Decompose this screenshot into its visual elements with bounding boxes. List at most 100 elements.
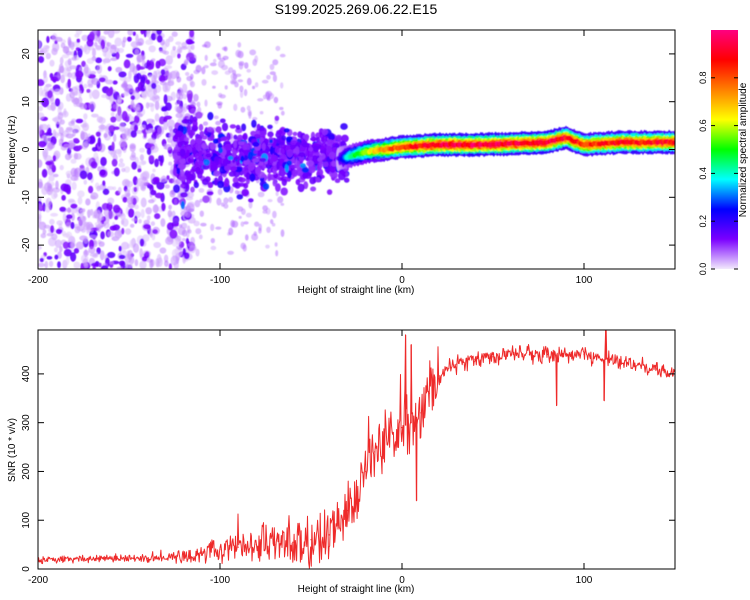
spectrogram-cell bbox=[70, 221, 75, 230]
spectrogram-cell bbox=[121, 227, 125, 235]
spectrogram-cell bbox=[223, 203, 229, 209]
spectrogram-cell bbox=[311, 136, 316, 142]
spectrogram-cell bbox=[96, 64, 103, 74]
spectrogram-cell bbox=[190, 186, 195, 193]
spectrogram-cell bbox=[57, 112, 64, 120]
spectrogram-cell bbox=[265, 244, 270, 249]
spectrogram-cell bbox=[228, 171, 236, 177]
spectrogram-cell bbox=[131, 161, 138, 170]
spectrogram-cell bbox=[88, 246, 96, 254]
spectrogram-cell bbox=[224, 85, 228, 90]
spectrogram-cell bbox=[67, 78, 71, 89]
spectrogram-cell bbox=[95, 36, 101, 42]
spectrogram-cell bbox=[139, 238, 145, 247]
spectrogram-cell bbox=[77, 216, 86, 227]
spectrogram-cell bbox=[297, 131, 303, 139]
spectrogram-cell bbox=[189, 81, 195, 88]
spectrogram-y-tick-label: 0 bbox=[21, 146, 32, 152]
spectrogram-cell bbox=[217, 188, 223, 196]
spectrogram-cell bbox=[197, 160, 206, 166]
spectrogram-cell bbox=[185, 38, 194, 45]
spectrogram-cell bbox=[65, 256, 70, 266]
spectrogram-cell bbox=[170, 48, 177, 59]
spectrogram-cell bbox=[147, 88, 155, 99]
spectrogram-cell bbox=[57, 251, 62, 259]
spectrogram-cell bbox=[201, 79, 207, 86]
spectrogram-cell bbox=[280, 187, 288, 196]
spectrogram-cell bbox=[64, 153, 72, 161]
spectrogram-cell bbox=[38, 40, 42, 49]
spectrogram-cell bbox=[191, 100, 196, 106]
spectrogram-cell bbox=[242, 244, 247, 252]
spectrogram-cell bbox=[202, 121, 209, 126]
snr-line-layer bbox=[38, 330, 675, 569]
spectrogram-cell bbox=[197, 170, 203, 179]
spectrogram-cell bbox=[100, 231, 105, 240]
spectrogram-cell bbox=[241, 188, 249, 197]
spectrogram-cell bbox=[174, 101, 179, 106]
snr-data-point bbox=[565, 353, 567, 355]
spectrogram-cell bbox=[81, 228, 86, 233]
spectrogram-cell bbox=[87, 172, 93, 181]
spectrogram-cell bbox=[193, 246, 197, 251]
spectrogram-cell bbox=[192, 119, 198, 129]
spectrogram-cell bbox=[207, 112, 214, 121]
spectrogram-cell bbox=[168, 263, 172, 269]
spectrogram-cell bbox=[42, 228, 47, 235]
spectrogram-cell bbox=[217, 142, 223, 149]
spectrogram-cell bbox=[181, 42, 188, 48]
spectrogram-cell bbox=[118, 122, 126, 132]
spectrogram-cell bbox=[230, 72, 238, 81]
snr-data-point bbox=[446, 368, 449, 370]
spectrogram-cell bbox=[123, 76, 132, 83]
spectrogram-cell bbox=[326, 189, 333, 195]
spectrogram-cell bbox=[195, 111, 203, 119]
spectrogram-cell bbox=[190, 44, 195, 51]
spectrogram-cell bbox=[73, 152, 79, 160]
spectrogram-cell bbox=[46, 135, 51, 143]
spectrogram-cell bbox=[248, 198, 254, 203]
spectrogram-cell bbox=[78, 90, 82, 98]
spectrogram-cell bbox=[113, 167, 120, 177]
spectrogram-cell bbox=[202, 164, 210, 170]
spectrogram-cell bbox=[248, 201, 253, 209]
spectrogram-cell bbox=[81, 142, 89, 150]
spectrogram-cell bbox=[224, 178, 230, 187]
spectrogram-cell bbox=[141, 55, 146, 61]
spectrogram-cell bbox=[46, 35, 50, 44]
spectrogram-cell bbox=[155, 60, 161, 69]
spectrogram-cell bbox=[228, 196, 234, 203]
spectrogram-cell bbox=[139, 147, 145, 153]
spectrogram-cell bbox=[163, 94, 168, 105]
spectrogram-cell bbox=[139, 260, 147, 269]
spectrogram-cell bbox=[283, 128, 290, 133]
spectrogram-cell bbox=[212, 138, 219, 144]
colorbar-label: Normalized spectral amplitude bbox=[738, 82, 749, 217]
spectrogram-cell bbox=[309, 176, 316, 185]
spectrogram-cell bbox=[75, 118, 84, 124]
spectrogram-cell bbox=[146, 215, 151, 221]
spectrogram-cell bbox=[269, 145, 274, 155]
spectrogram-cell bbox=[107, 251, 116, 259]
spectrogram-cell bbox=[47, 142, 55, 149]
spectrogram-cell bbox=[89, 71, 97, 75]
spectrogram-cell bbox=[189, 154, 194, 159]
spectrogram-cell bbox=[47, 105, 55, 111]
spectrogram-cell bbox=[165, 38, 170, 48]
spectrogram-cell bbox=[297, 183, 305, 193]
spectrogram-cell bbox=[203, 159, 210, 166]
spectrogram-cell bbox=[174, 198, 178, 205]
spectrogram-cell bbox=[308, 166, 316, 174]
spectrogram-y-tick-label: 20 bbox=[21, 48, 32, 60]
spectrogram-cell bbox=[70, 208, 78, 214]
spectrogram-cell bbox=[228, 227, 234, 236]
spectrogram-cell bbox=[223, 158, 228, 167]
spectrogram-cell bbox=[62, 46, 70, 54]
spectrogram-cell bbox=[257, 191, 265, 198]
snr-data-point bbox=[528, 353, 531, 355]
snr-y-tick-label: 0 bbox=[21, 566, 32, 572]
spectrogram-cell bbox=[240, 155, 245, 162]
spectrogram-cell bbox=[97, 137, 102, 148]
snr-data-point bbox=[201, 553, 203, 556]
colorbar-tick-label: 0.0 bbox=[698, 263, 708, 276]
